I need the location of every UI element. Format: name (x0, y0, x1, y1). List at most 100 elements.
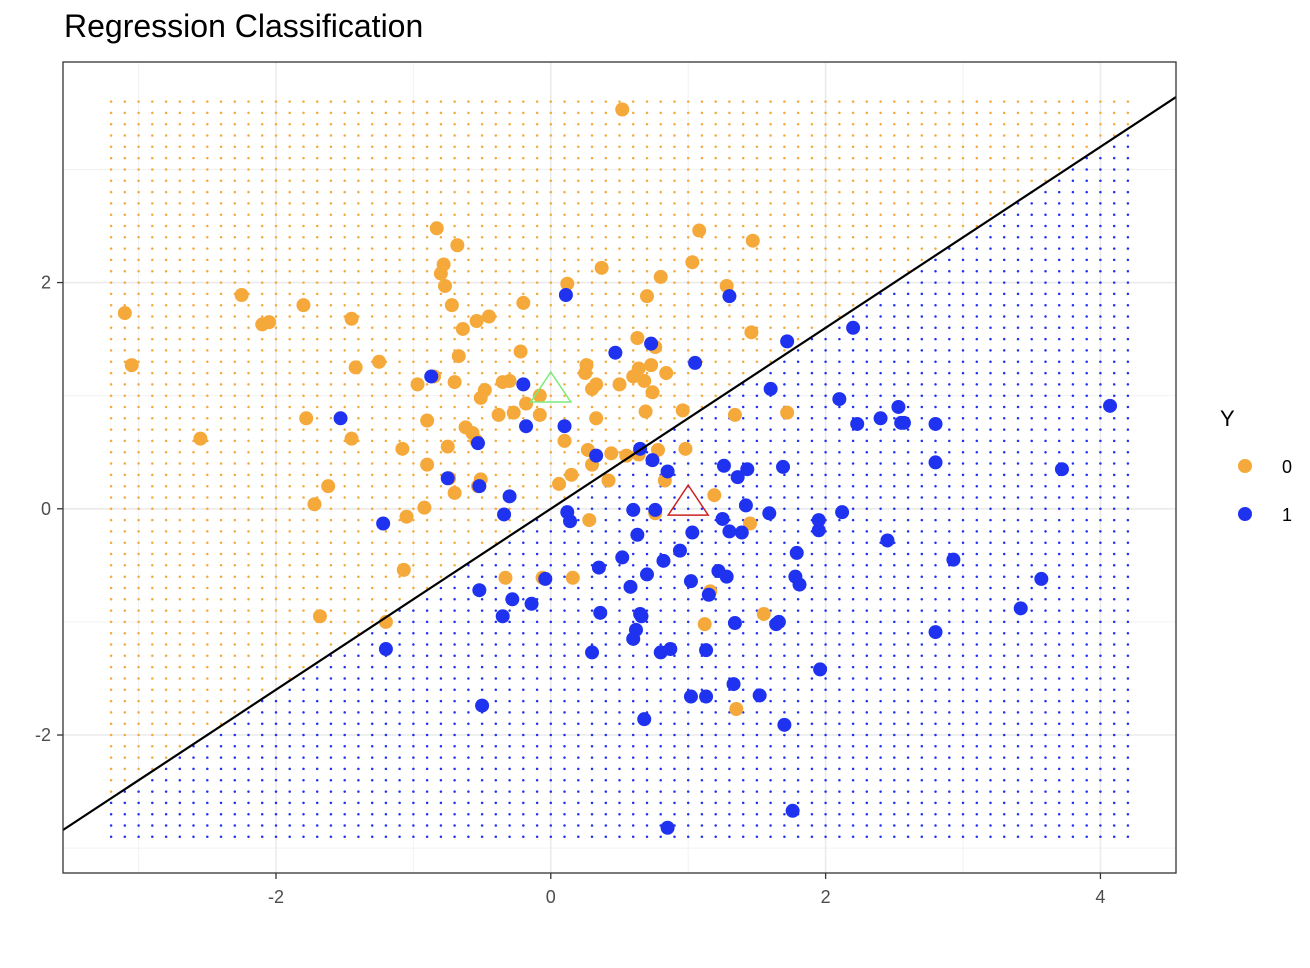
grid-dot (1126, 609, 1130, 612)
grid-dot (783, 756, 786, 759)
grid-dot (714, 100, 717, 103)
grid-dot (425, 281, 429, 284)
grid-dot (288, 835, 291, 839)
grid-dot (315, 202, 319, 205)
grid-dot (549, 496, 553, 499)
grid-dot (439, 609, 443, 612)
grid-dot (370, 292, 374, 296)
grid-dot (645, 326, 649, 330)
grid-dot (659, 620, 662, 624)
grid-dot (535, 190, 539, 194)
grid-dot (425, 224, 429, 228)
grid-dot (1112, 530, 1116, 533)
grid-dot (975, 383, 979, 386)
grid-dot (274, 190, 278, 194)
grid-dot (865, 767, 869, 771)
grid-dot (631, 575, 635, 578)
grid-dot (1044, 417, 1047, 420)
grid-dot (631, 654, 635, 658)
grid-dot (783, 270, 786, 273)
grid-dot (741, 371, 745, 375)
grid-dot (769, 462, 772, 465)
grid-dot (741, 484, 745, 488)
grid-dot (838, 405, 841, 409)
grid-dot (549, 665, 553, 669)
grid-dot (425, 654, 429, 658)
grid-dot (1126, 699, 1130, 703)
grid-dot (824, 541, 827, 544)
grid-dot (219, 484, 223, 488)
grid-dot (673, 507, 676, 511)
grid-dot (1099, 801, 1102, 805)
grid-dot (260, 620, 264, 624)
grid-dot (1002, 122, 1006, 126)
grid-dot (920, 303, 924, 307)
grid-dot (439, 484, 443, 488)
grid-dot (439, 722, 443, 725)
grid-dot (508, 507, 511, 511)
grid-dot (1126, 824, 1130, 827)
grid-dot (151, 496, 154, 499)
grid-dot (549, 156, 553, 160)
grid-dot (164, 326, 168, 330)
grid-dot (398, 598, 401, 601)
grid-dot (164, 835, 168, 839)
grid-dot (137, 303, 140, 307)
grid-dot (577, 688, 580, 692)
grid-dot (535, 541, 539, 544)
grid-dot (1044, 473, 1047, 477)
grid-dot (1126, 190, 1130, 194)
grid-dot (288, 711, 291, 714)
grid-dot (1002, 371, 1006, 375)
grid-dot (412, 236, 415, 239)
grid-dot (645, 349, 649, 352)
data-point-class-0 (399, 509, 414, 524)
grid-dot (439, 462, 443, 465)
grid-dot (989, 507, 992, 511)
grid-dot (1126, 281, 1130, 284)
grid-dot (755, 507, 759, 511)
grid-dot (934, 303, 937, 307)
grid-dot (1126, 484, 1130, 488)
grid-dot (384, 371, 388, 375)
grid-dot (1099, 507, 1102, 511)
grid-dot (178, 405, 182, 409)
grid-dot (1071, 631, 1075, 635)
grid-dot (1016, 665, 1020, 669)
grid-dot (741, 541, 745, 544)
grid-dot (1016, 552, 1020, 556)
grid-dot (824, 303, 827, 307)
grid-dot (906, 801, 910, 805)
grid-dot (439, 326, 443, 330)
grid-dot (480, 778, 484, 782)
grid-dot (783, 292, 786, 296)
grid-dot (467, 541, 470, 544)
grid-dot (343, 733, 346, 737)
grid-dot (796, 258, 800, 262)
grid-dot (480, 349, 484, 352)
grid-dot (893, 258, 896, 262)
grid-dot (673, 168, 676, 171)
grid-dot (329, 643, 333, 646)
grid-dot (260, 111, 264, 115)
grid-dot (1044, 654, 1047, 658)
data-point-class-0 (437, 278, 452, 293)
grid-dot (260, 790, 264, 793)
grid-dot (865, 462, 869, 465)
data-point-class-0 (372, 354, 387, 369)
grid-dot (494, 824, 498, 827)
grid-dot (893, 473, 896, 477)
grid-dot (948, 654, 951, 658)
grid-dot (728, 428, 731, 431)
grid-dot (563, 711, 566, 714)
grid-dot (137, 688, 140, 692)
grid-dot (274, 337, 278, 341)
grid-dot (590, 812, 594, 816)
grid-dot (1099, 620, 1102, 624)
grid-dot (1044, 428, 1047, 431)
grid-dot (109, 270, 113, 273)
grid-dot (1126, 202, 1130, 205)
grid-dot (673, 688, 676, 692)
grid-dot (893, 168, 896, 171)
grid-dot (659, 111, 662, 115)
